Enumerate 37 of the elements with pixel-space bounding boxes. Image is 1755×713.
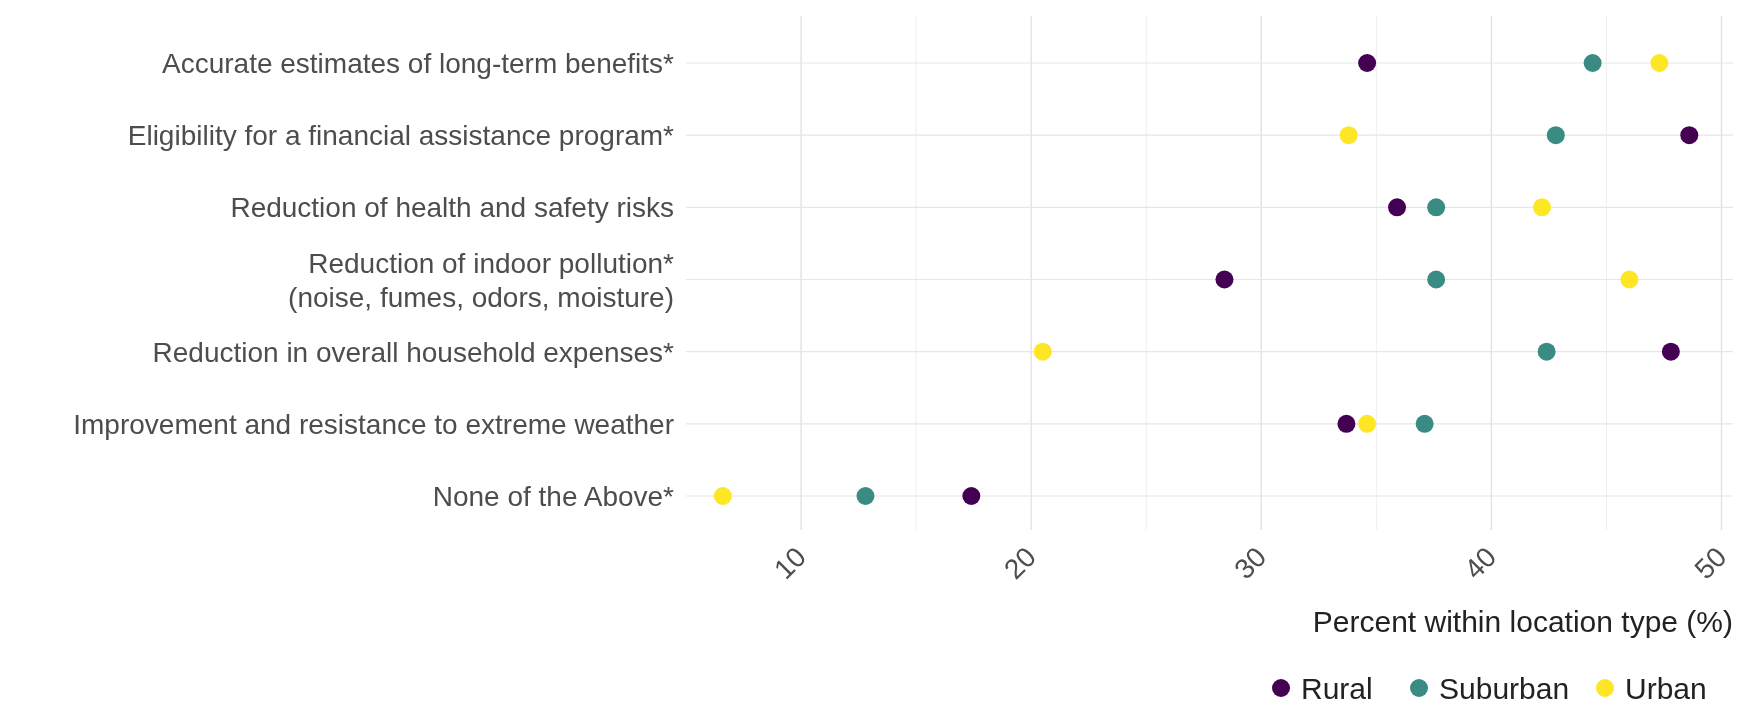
x-tick-label: 40 [1458, 541, 1503, 585]
point [1537, 342, 1556, 361]
point [713, 487, 732, 505]
point [1033, 342, 1052, 361]
point [1650, 54, 1669, 72]
point [1358, 54, 1377, 72]
y-tick-label: Reduction in overall household expenses* [152, 336, 675, 368]
y-tick-label: Reduction of health and safety risks [230, 191, 674, 223]
x-tick-label: 20 [998, 541, 1043, 585]
legend-label: Rural [1301, 671, 1373, 705]
y-tick-label: Accurate estimates of long-term benefits* [161, 47, 675, 79]
point [1358, 414, 1377, 433]
point [1533, 198, 1552, 217]
y-tick-label: Eligibility for a financial assistance program* [127, 119, 675, 151]
point [1215, 270, 1234, 289]
point [1546, 126, 1565, 145]
point [1427, 198, 1446, 217]
point [962, 487, 981, 505]
y-tick-label: None of the Above* [432, 480, 675, 512]
x-tick-label: 50 [1688, 541, 1733, 585]
y-tick-label: Reduction of indoor pollution* (noise, fumes, odors, moisture) [288, 247, 675, 312]
point [1680, 126, 1699, 145]
point [856, 487, 875, 505]
legend-label: Urban [1625, 671, 1707, 705]
x-tick-label: 30 [1228, 541, 1273, 585]
point [1427, 270, 1446, 289]
y-tick-label: Improvement and resistance to extreme weather [73, 408, 674, 440]
point [1583, 54, 1602, 72]
point [1339, 126, 1358, 145]
x-tick-label: 10 [768, 541, 813, 585]
x-axis-title: Percent within location type (%) [1312, 605, 1733, 638]
point [1337, 414, 1356, 433]
point [1661, 342, 1680, 361]
point [1415, 414, 1434, 433]
point [1620, 270, 1639, 289]
legend-label: Suburban [1439, 671, 1570, 705]
point [1388, 198, 1407, 217]
